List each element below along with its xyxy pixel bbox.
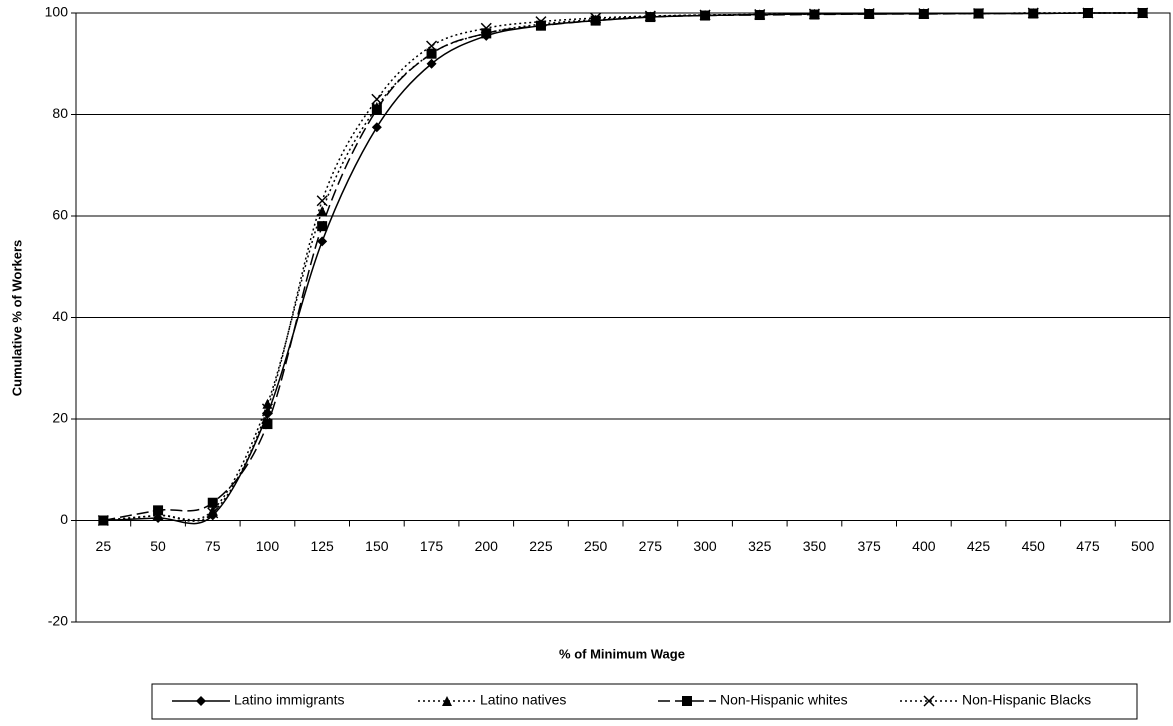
marker (699, 9, 711, 21)
x-tick-label: 275 (639, 538, 663, 554)
marker (918, 7, 930, 20)
y-axis-title: Cumulative % of Workers (9, 240, 24, 397)
marker (590, 12, 602, 24)
x-tick-label: 475 (1076, 538, 1100, 554)
marker (644, 10, 656, 22)
marker (442, 696, 452, 706)
x-tick-label: 500 (1131, 538, 1155, 554)
x-tick-label: 325 (748, 538, 772, 554)
marker (317, 236, 328, 247)
x-tick-label: 175 (420, 538, 444, 554)
x-axis-title: % of Minimum Wage (559, 646, 685, 661)
marker (1082, 7, 1094, 19)
marker (480, 22, 492, 34)
marker (207, 507, 219, 519)
marker (426, 48, 437, 59)
series-line (103, 12, 1143, 522)
series-line (103, 12, 1143, 525)
marker (196, 696, 206, 706)
legend-label: Non-Hispanic Blacks (962, 692, 1091, 708)
x-tick-label: 225 (529, 538, 553, 554)
marker (682, 696, 692, 706)
x-tick-label: 450 (1022, 538, 1046, 554)
marker (590, 15, 601, 26)
legend-label: Latino immigrants (234, 692, 345, 708)
marker (973, 7, 985, 20)
marker (97, 514, 109, 527)
y-tick-label: 100 (45, 4, 69, 20)
x-tick-label: 150 (365, 538, 389, 554)
plot-border (75, 12, 1171, 623)
x-tick-label: 200 (475, 538, 499, 554)
marker (317, 221, 328, 232)
x-tick-label: 25 (96, 538, 112, 554)
marker (317, 205, 328, 216)
x-tick-label: 300 (693, 538, 717, 554)
marker (481, 28, 492, 39)
y-tick-label: 20 (52, 410, 68, 426)
marker (1137, 7, 1149, 19)
marker (207, 505, 218, 516)
x-tick-label: 425 (967, 538, 991, 554)
marker (535, 16, 547, 28)
marker (371, 122, 382, 133)
marker (371, 93, 383, 105)
x-tick-label: 125 (310, 538, 334, 554)
marker (923, 695, 935, 707)
x-tick-label: 75 (205, 538, 221, 554)
x-tick-label: 350 (803, 538, 827, 554)
x-tick-label: 100 (256, 538, 280, 554)
y-tick-label: 80 (52, 105, 68, 121)
legend-label: Non-Hispanic whites (720, 692, 848, 708)
marker (754, 8, 766, 21)
marker (316, 195, 328, 207)
legend-label: Latino natives (480, 692, 566, 708)
y-tick-label: -20 (48, 613, 68, 629)
x-tick-label: 375 (857, 538, 881, 554)
marker (371, 104, 382, 115)
y-tick-label: 40 (52, 308, 68, 324)
x-tick-label: 400 (912, 538, 936, 554)
marker (426, 58, 437, 69)
marker (262, 419, 273, 430)
marker (261, 403, 273, 415)
y-tick-label: 0 (60, 511, 68, 527)
x-tick-label: 250 (584, 538, 608, 554)
marker (808, 8, 820, 20)
series-line (103, 12, 1143, 522)
y-tick-label: 60 (52, 207, 68, 223)
legend-box (151, 683, 1138, 720)
marker (1027, 7, 1039, 19)
marker (535, 20, 546, 31)
marker (153, 505, 164, 516)
marker (863, 7, 875, 20)
marker (207, 497, 218, 508)
x-tick-label: 50 (150, 538, 166, 554)
marker (152, 509, 164, 521)
marker (426, 40, 438, 52)
